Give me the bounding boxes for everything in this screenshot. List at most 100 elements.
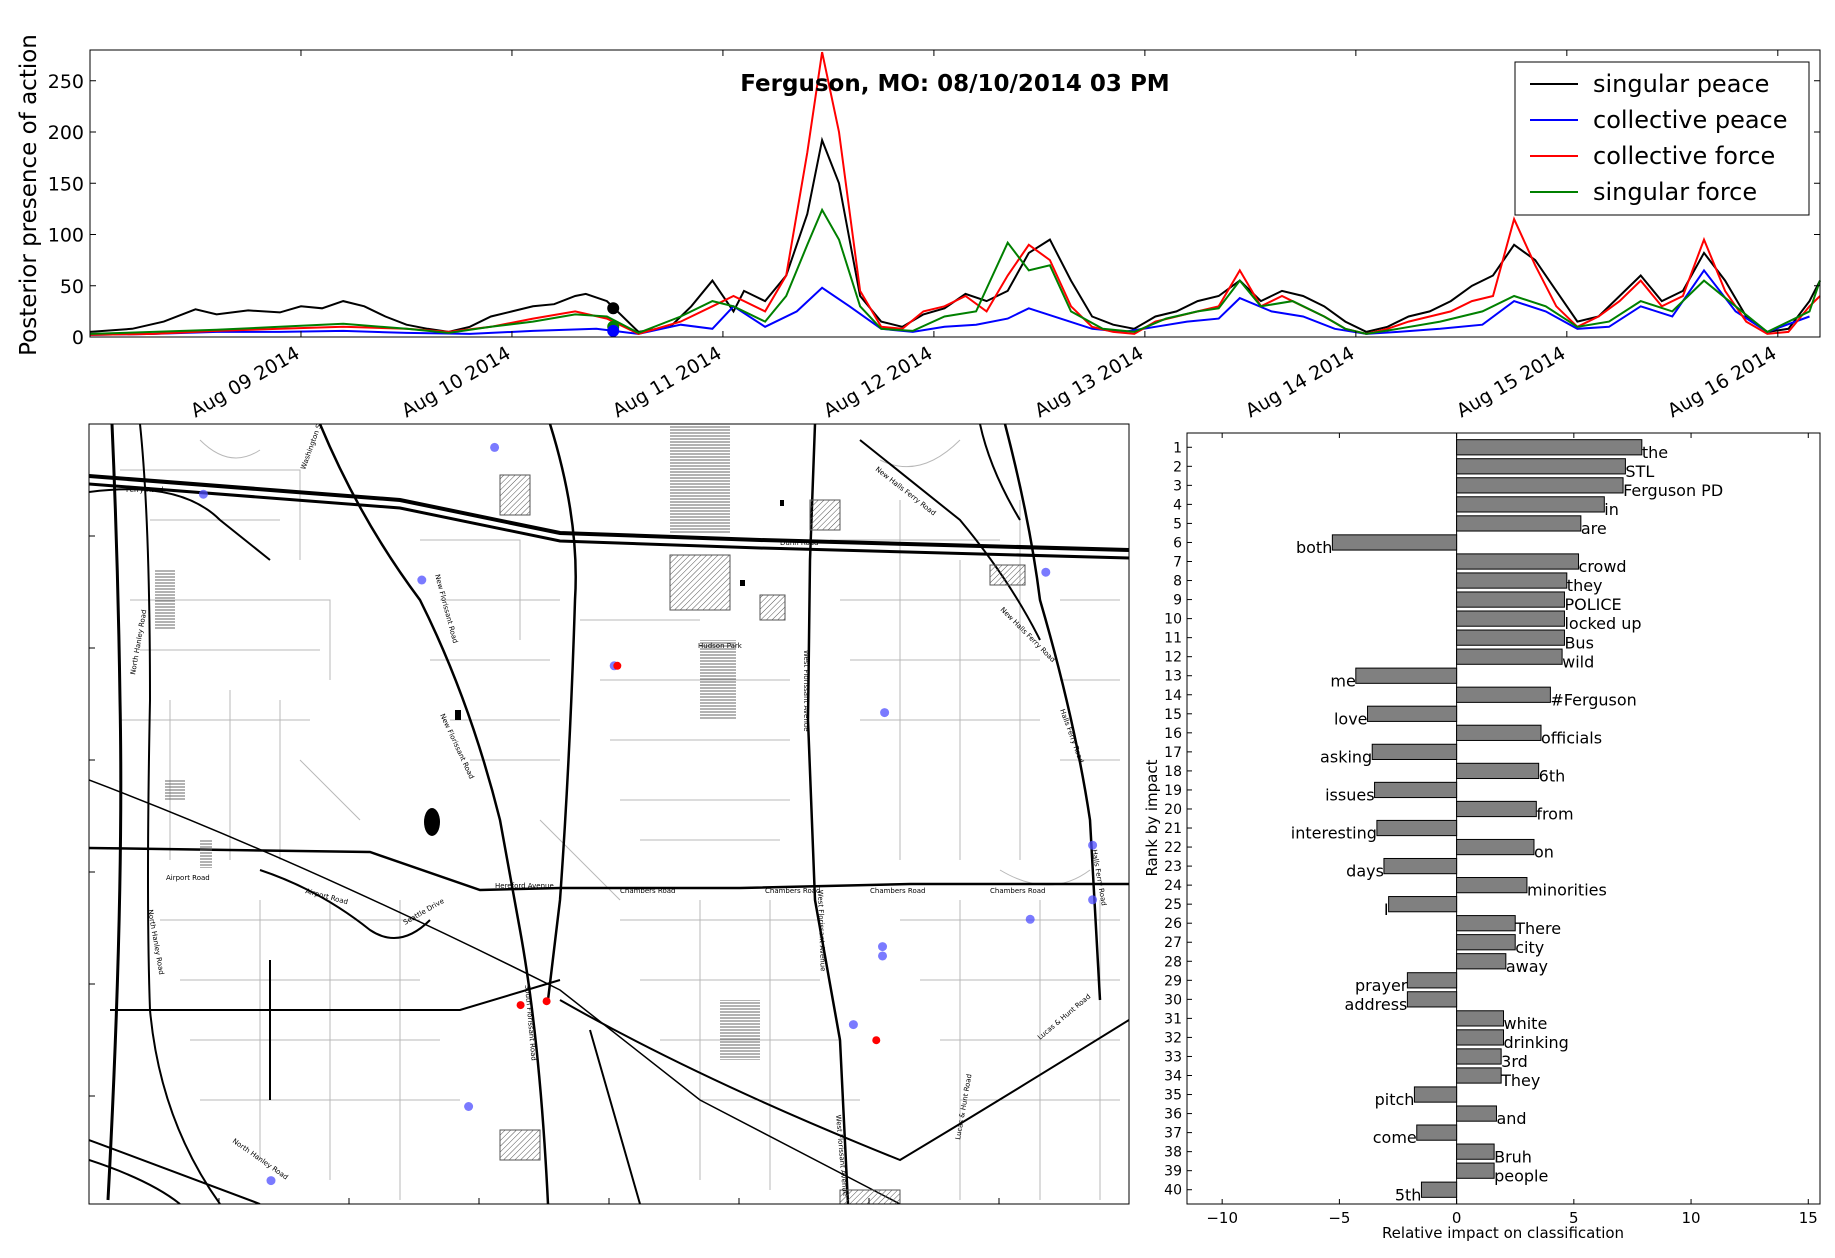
- rank-tick-label: 30: [1164, 992, 1182, 1008]
- impact-word-label: Bruh: [1494, 1147, 1532, 1166]
- map-road-label: Chambers Road: [870, 887, 926, 895]
- impact-word-label: drinking: [1504, 1033, 1569, 1052]
- map-road-label: Chambers Road: [765, 887, 821, 895]
- impact-bar: [1456, 515, 1582, 532]
- impact-bar: [1456, 629, 1565, 646]
- x-tick-label: Aug 12 2014: [820, 342, 936, 422]
- impact-word-label: and: [1496, 1109, 1526, 1128]
- map-event-point: [417, 575, 427, 585]
- map-event-point: [880, 708, 890, 718]
- map-event-point: [872, 1036, 881, 1045]
- rank-tick-label: 3: [1173, 478, 1182, 494]
- map-event-point: [542, 997, 551, 1006]
- rank-tick-label: 29: [1164, 973, 1182, 989]
- map-event-point: [464, 1102, 474, 1111]
- y-tick-label: 50: [60, 276, 84, 298]
- map-event-point: [1088, 840, 1098, 850]
- legend-label: singular peace: [1593, 70, 1769, 98]
- x-tick-label: 10: [1682, 1209, 1701, 1227]
- rank-tick-label: 18: [1164, 764, 1182, 780]
- x-axis-label: Relative impact on classification: [1382, 1224, 1624, 1242]
- impact-bar: [1376, 819, 1458, 837]
- impact-word-label: 3rd: [1501, 1052, 1528, 1071]
- rank-tick-label: 40: [1164, 1183, 1182, 1199]
- impact-word-label: POLICE: [1564, 595, 1621, 614]
- map-road-label: Hudson Park: [698, 642, 743, 650]
- y-tick-label: 250: [48, 71, 84, 93]
- series-lines: [89, 51, 1821, 336]
- map-panel: Dunn Road Chambers Road Chambers Road Ch…: [88, 423, 1130, 1205]
- x-tick-label: −5: [1328, 1209, 1350, 1227]
- impact-bar: [1456, 1010, 1504, 1027]
- rank-tick-label: 6: [1173, 535, 1182, 551]
- impact-word-label: address: [1345, 995, 1408, 1014]
- map-road-label: Airport Road: [166, 874, 210, 882]
- map-event-point: [878, 942, 888, 952]
- rank-tick-label: 21: [1164, 821, 1182, 837]
- impact-word-label: in: [1604, 500, 1619, 519]
- impact-word-label: wild: [1562, 652, 1594, 671]
- rank-tick-label: 8: [1173, 574, 1182, 590]
- current-time-marker: [607, 302, 620, 315]
- x-tick-label: 15: [1799, 1209, 1818, 1227]
- x-tick-label: Aug 14 2014: [1242, 342, 1358, 422]
- impact-word-label: locked up: [1564, 614, 1641, 633]
- map-road-label: Ferry Road: [126, 486, 164, 494]
- impact-bar: [1456, 934, 1516, 951]
- impact-bar: [1367, 705, 1458, 722]
- map-road-label: Chambers Road: [990, 887, 1046, 895]
- impact-bar: [1456, 915, 1516, 932]
- impact-word-label: they: [1567, 576, 1603, 595]
- y-tick-label: 200: [48, 122, 84, 144]
- rank-tick-label: 25: [1164, 897, 1182, 913]
- rank-tick-label: 15: [1164, 707, 1182, 723]
- map-event-point: [848, 1020, 858, 1030]
- rank-tick-label: 13: [1164, 669, 1182, 685]
- rank-tick-label: 10: [1164, 612, 1182, 628]
- impact-word-label: love: [1334, 709, 1368, 728]
- impact-word-label: asking: [1320, 747, 1372, 766]
- y-axis-label: Posterior presence of action: [16, 34, 42, 356]
- rank-tick-label: 19: [1164, 783, 1182, 799]
- impact-bar: [1456, 800, 1537, 818]
- impact-bar: [1388, 896, 1458, 913]
- impact-word-label: the: [1642, 443, 1668, 462]
- impact-bar: [1456, 1067, 1502, 1084]
- rank-tick-label: 28: [1164, 954, 1182, 970]
- y-tick-label: 150: [48, 173, 84, 195]
- impact-bar: [1456, 553, 1580, 570]
- series-line: [89, 207, 1821, 335]
- impact-bar: [1456, 458, 1626, 475]
- legend-label: collective force: [1593, 142, 1775, 170]
- rank-tick-label: 35: [1164, 1088, 1182, 1104]
- series-line: [89, 268, 1810, 336]
- series-line: [89, 136, 1821, 333]
- impact-bar: [1420, 1181, 1458, 1198]
- y-tick-label: 100: [48, 225, 84, 247]
- impact-word-label: on: [1534, 843, 1554, 862]
- impact-word-label: issues: [1325, 786, 1374, 805]
- impact-word-label: 5th: [1395, 1185, 1422, 1204]
- rank-tick-label: 31: [1164, 1011, 1182, 1027]
- impact-bar: [1456, 648, 1563, 665]
- impact-word-label: pitch: [1375, 1090, 1415, 1109]
- impact-word-label: city: [1515, 938, 1544, 957]
- impact-word-label: minorities: [1527, 881, 1607, 900]
- map-event-point: [516, 1001, 525, 1010]
- y-ticks: 0 50 100 150 200 250: [48, 71, 1820, 349]
- rank-tick-label: 38: [1164, 1145, 1182, 1161]
- impact-bar: [1456, 1143, 1495, 1160]
- x-tick-label: Aug 10 2014: [398, 342, 514, 422]
- impact-word-label: come: [1373, 1128, 1417, 1147]
- x-tick-label: 0: [1452, 1209, 1462, 1227]
- rank-ticks: 1234567891011121314151617181920212223242…: [1164, 440, 1192, 1199]
- time-series-axes-frame: [89, 49, 1821, 338]
- map-road-label: West Florissant Avenue: [802, 650, 810, 732]
- impact-bar: [1406, 972, 1458, 989]
- map-event-point: [266, 1176, 276, 1186]
- impact-word-label: crowd: [1579, 557, 1627, 576]
- rank-tick-label: 11: [1164, 631, 1182, 647]
- impact-bar: [1456, 877, 1528, 894]
